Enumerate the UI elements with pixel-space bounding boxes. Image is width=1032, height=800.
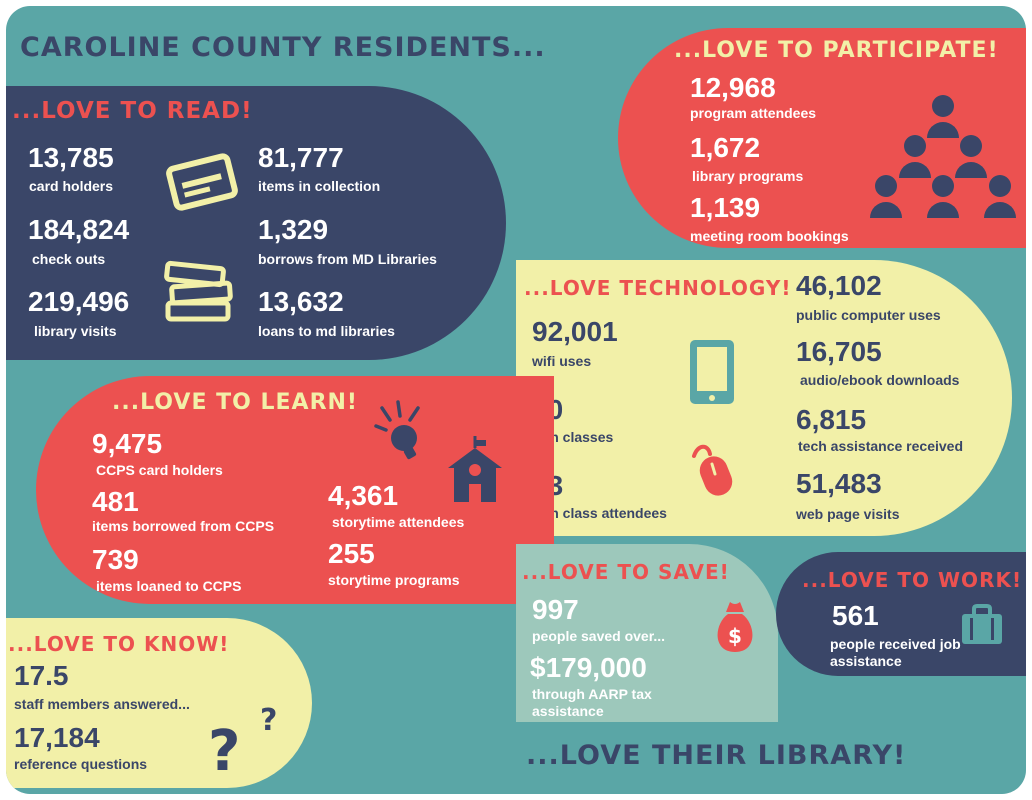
read-panel: ...love to read! 13,785 card holders 81,… — [6, 86, 506, 360]
participate-stat-label: program attendees — [690, 105, 817, 121]
save-heading: ...love to save! — [522, 560, 730, 584]
technology-stat-label: audio/ebook downloads — [800, 372, 960, 388]
briefcase-icon — [960, 604, 1004, 646]
money-bag-icon: $ — [710, 598, 760, 656]
know-stat-value: 17,184 — [14, 722, 100, 753]
read-stat-label: card holders — [29, 178, 114, 194]
technology-stat-label: web page visits — [796, 506, 900, 522]
save-panel: ...love to save! 997 people saved over..… — [516, 544, 778, 722]
know-stat-value: 17.5 — [14, 660, 69, 691]
participate-stat-value: 12,968 — [690, 72, 776, 103]
read-stat-value: 1,329 — [258, 214, 329, 245]
page-title: Caroline County Residents... — [20, 32, 546, 63]
svg-text:?: ? — [260, 703, 277, 738]
technology-stat-value: 92,001 — [532, 316, 618, 347]
work-stat-label: people received job assistance — [830, 636, 961, 669]
svg-text:?: ? — [208, 719, 240, 784]
question-marks-icon: ? ? — [206, 700, 290, 784]
computer-mouse-icon — [690, 442, 736, 498]
learn-stat-value: 9,475 — [92, 428, 163, 459]
tablet-icon — [688, 338, 736, 406]
technology-stat-value: 6,815 — [796, 404, 867, 435]
learn-heading: ...love to learn! — [112, 390, 358, 415]
learn-panel: ...love to learn! 9,475 CCPS card holder… — [36, 376, 554, 604]
read-stat-value: 81,777 — [258, 142, 344, 173]
read-heading: ...love to read! — [12, 98, 253, 124]
read-stat-value: 13,632 — [258, 286, 344, 317]
read-stat-label: borrows from MD Libraries — [258, 251, 437, 267]
technology-stat-label: public computer uses — [796, 307, 941, 323]
learn-stat-label: items borrowed from CCPS — [92, 518, 275, 534]
schoolhouse-icon — [442, 434, 508, 504]
learn-stat-label: storytime programs — [328, 572, 460, 588]
participate-heading: ...love to participate! — [674, 38, 999, 63]
learn-stat-label: CCPS card holders — [96, 462, 223, 478]
learn-stat-value: 255 — [328, 538, 375, 569]
read-stat-label: items in collection — [258, 178, 381, 194]
read-stat-label: loans to md libraries — [258, 323, 395, 339]
learn-stat-label: items loaned to CCPS — [96, 578, 242, 594]
technology-stat-label: tech assistance received — [798, 438, 963, 454]
read-stat-label: library visits — [34, 323, 117, 339]
read-stat-label: check outs — [32, 251, 106, 267]
save-stat-label: through AARP tax assistance — [532, 686, 652, 719]
read-stat-value: 184,824 — [28, 214, 130, 245]
technology-heading: ...love technology! — [524, 276, 792, 300]
learn-stat-value: 4,361 — [328, 480, 399, 511]
library-card-icon — [166, 153, 238, 211]
know-heading: ...love to know! — [8, 632, 230, 656]
work-heading: ...love to work! — [802, 568, 1023, 592]
technology-stat-label: tech class attendees — [530, 505, 667, 521]
save-stat-label: people saved over... — [532, 628, 666, 644]
people-group-icon — [868, 94, 1018, 220]
technology-stat-value: 46,102 — [796, 270, 882, 301]
lightbulb-icon — [374, 400, 426, 462]
footer-tagline: ...love their library! — [526, 740, 907, 771]
technology-stat-value: 51,483 — [796, 468, 882, 499]
learn-stat-label: storytime attendees — [332, 514, 465, 530]
participate-panel: ...love to participate! 12,968 program a… — [618, 28, 1026, 248]
participate-stat-value: 1,139 — [690, 192, 761, 223]
technology-stat-value: 16,705 — [796, 336, 882, 367]
save-stat-value: $179,000 — [530, 652, 647, 683]
learn-stat-value: 739 — [92, 544, 139, 575]
read-stat-value: 219,496 — [28, 286, 130, 317]
know-stat-label: reference questions — [14, 756, 148, 772]
participate-stat-value: 1,672 — [690, 132, 761, 163]
technology-panel: ...love technology! 92,001 wifi uses 40 … — [516, 260, 1012, 536]
infographic: Caroline County Residents... ...love to … — [6, 6, 1026, 794]
work-panel: ...love to work! 561 people received job… — [776, 552, 1026, 676]
know-panel: ...love to know! 17.5 staff members answ… — [6, 618, 312, 788]
participate-stat-label: library programs — [692, 168, 804, 184]
learn-stat-value: 481 — [92, 486, 139, 517]
save-stat-value: 997 — [532, 594, 579, 625]
technology-stat-label: wifi uses — [532, 353, 592, 369]
know-stat-label: staff members answered... — [14, 696, 190, 712]
books-stack-icon — [162, 258, 236, 324]
svg-text:$: $ — [728, 624, 742, 648]
read-stat-value: 13,785 — [28, 142, 114, 173]
participate-stat-label: meeting room bookings — [690, 228, 849, 244]
work-stat-value: 561 — [832, 600, 879, 631]
